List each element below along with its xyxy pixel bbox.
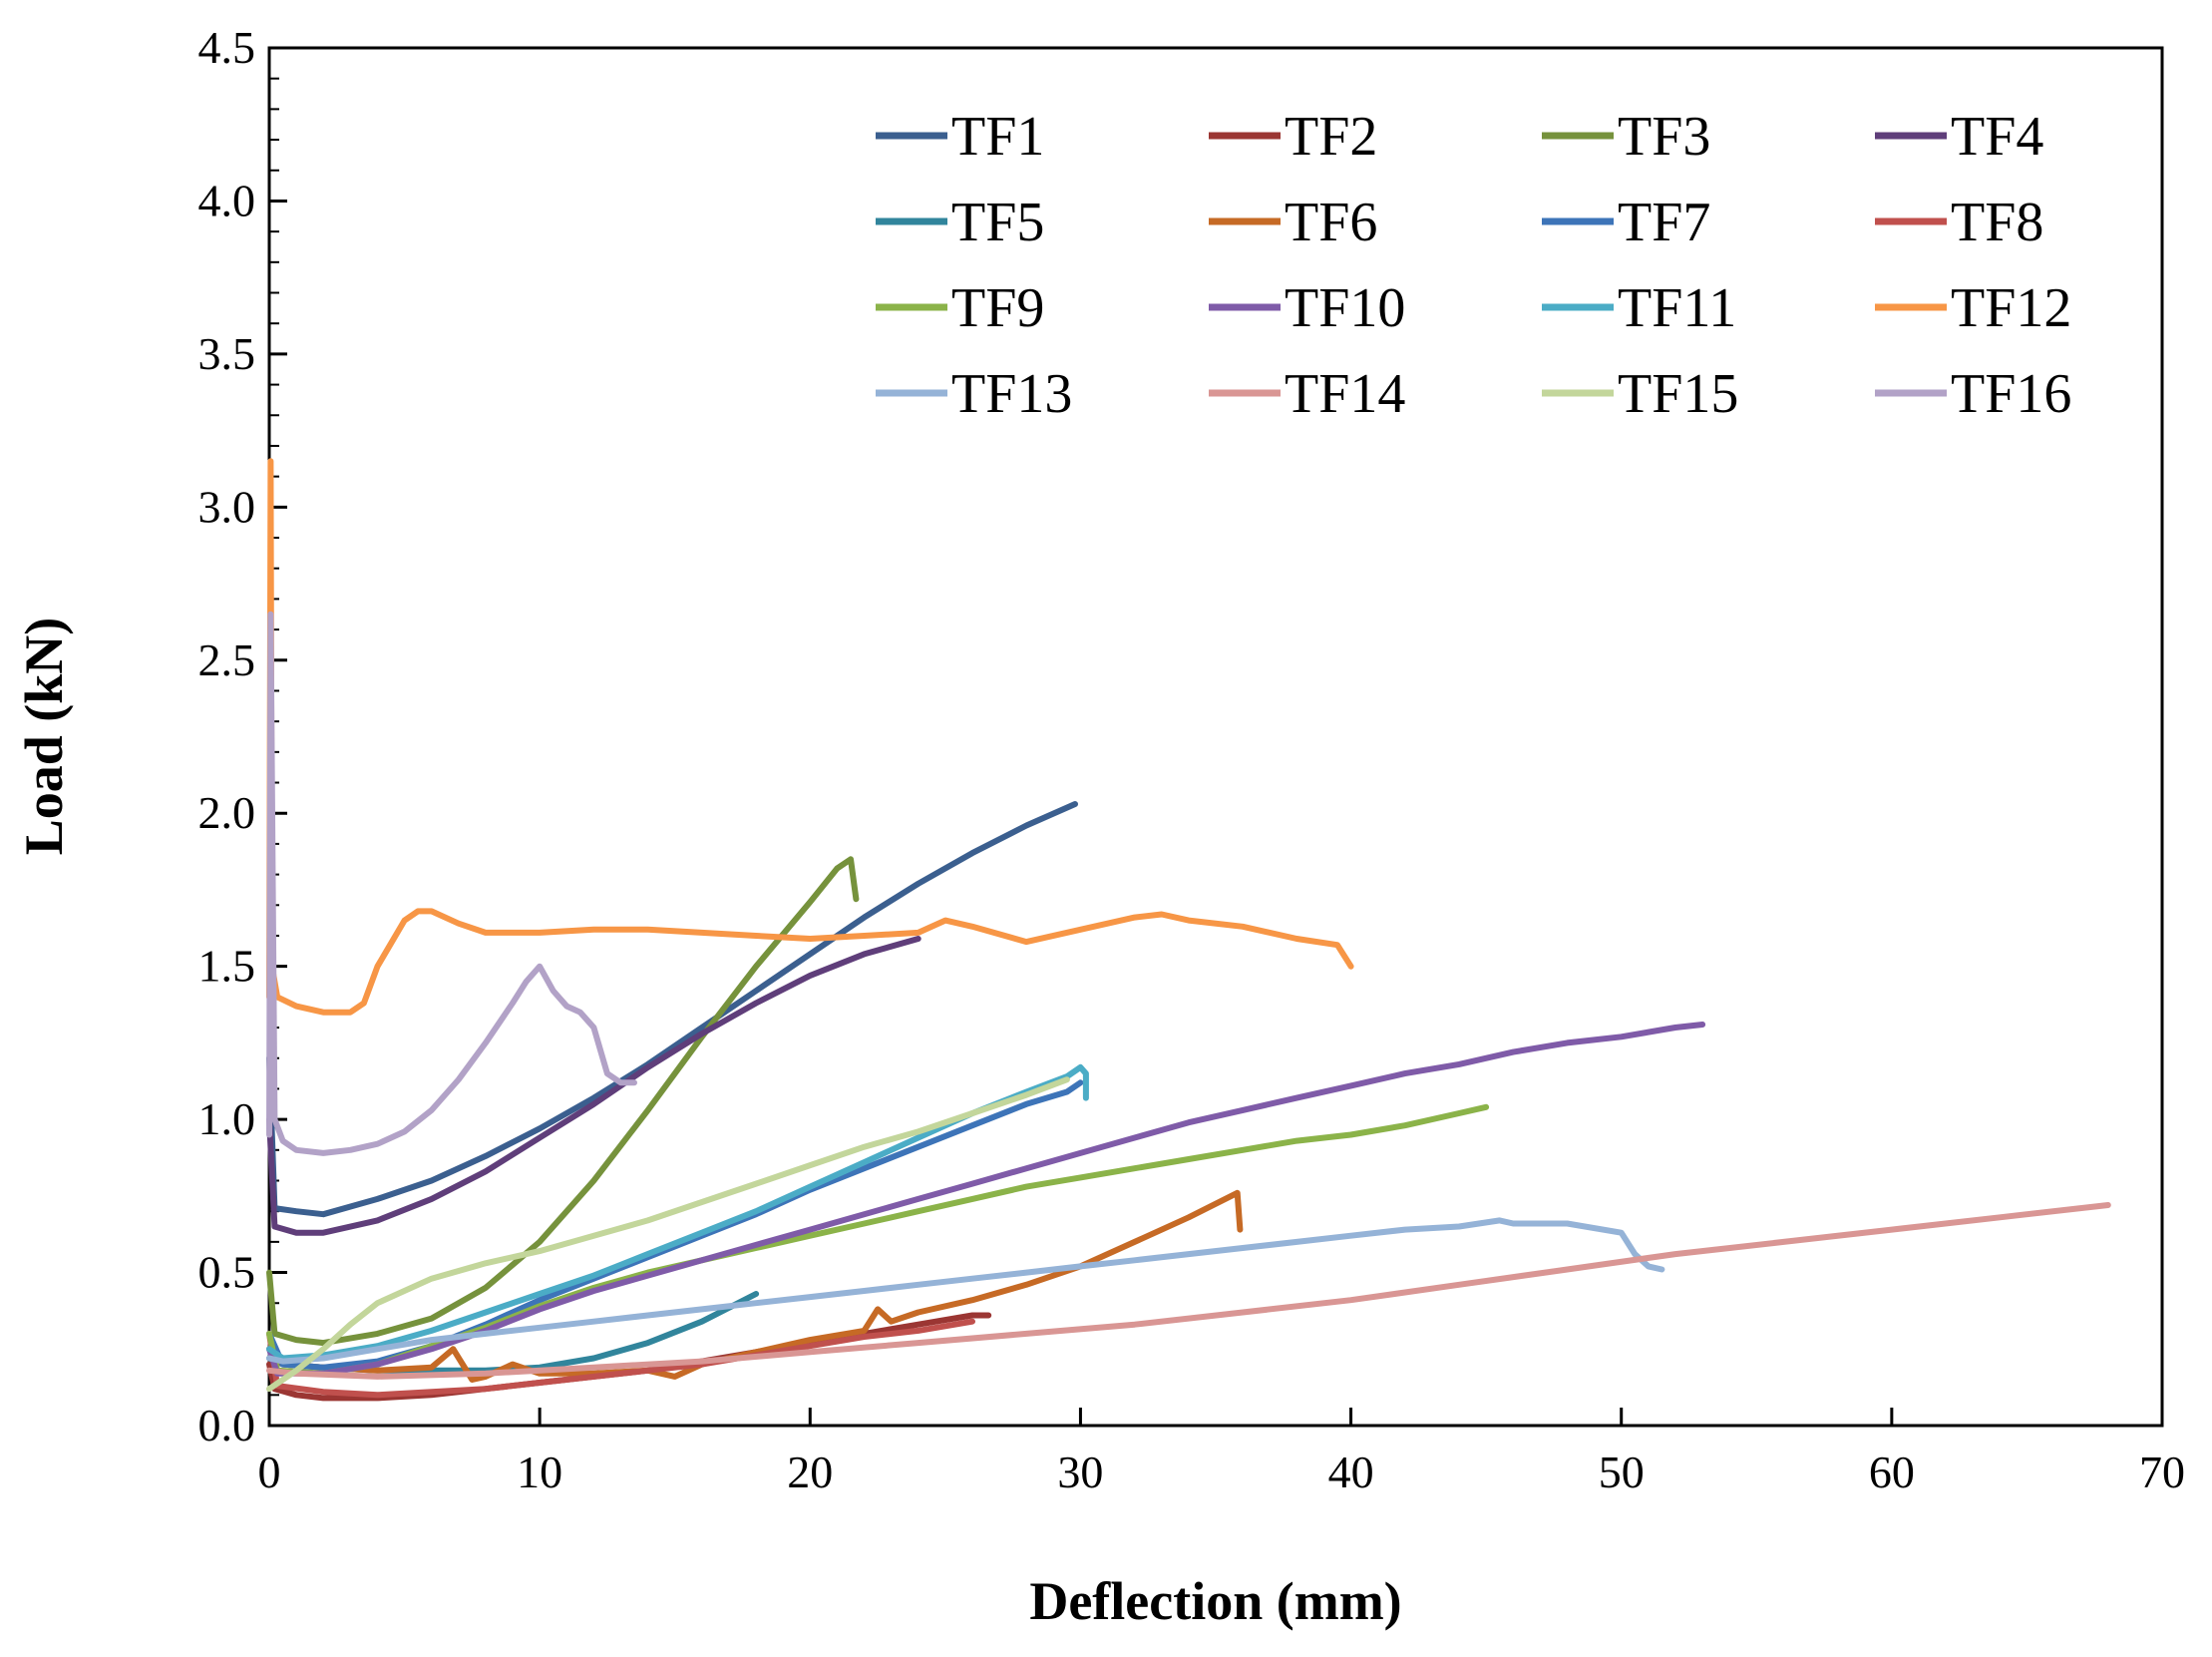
y-tick-label: 4.5 xyxy=(198,22,256,73)
x-tick-label: 30 xyxy=(1057,1447,1103,1497)
y-tick-label: 0.0 xyxy=(198,1400,256,1450)
series-line-tf3 xyxy=(266,856,860,1347)
legend-label-tf9: TF9 xyxy=(951,277,1044,339)
y-tick-label: 2.0 xyxy=(198,787,256,838)
series-line-tf16 xyxy=(266,611,637,1156)
y-axis-title: Load (kN) xyxy=(14,618,74,856)
series-line-tf8 xyxy=(266,1318,975,1399)
x-axis: 0 10 20 30 40 50 60 70 xyxy=(258,1408,2185,1497)
series-line-tf4 xyxy=(266,936,922,1236)
plot-frame xyxy=(267,46,2164,1428)
legend-label-tf13: TF13 xyxy=(951,363,1072,425)
y-tick-label: 3.5 xyxy=(198,328,256,379)
series-line-tf12 xyxy=(266,458,1354,1016)
x-tick-label: 10 xyxy=(517,1447,562,1497)
legend-label-tf5: TF5 xyxy=(951,192,1044,253)
legend-label-tf1: TF1 xyxy=(951,106,1044,168)
y-tick-label: 2.5 xyxy=(198,634,256,685)
series-line-tf13 xyxy=(266,1217,1665,1365)
y-tick-label: 3.0 xyxy=(198,481,256,532)
legend-label-tf11: TF11 xyxy=(1618,277,1736,339)
series-line-tf14 xyxy=(266,1202,2111,1380)
series-lines xyxy=(266,458,2111,1402)
y-tick-label: 4.0 xyxy=(198,175,256,225)
y-tick-label: 1.0 xyxy=(198,1093,256,1144)
legend-label-tf15: TF15 xyxy=(1618,363,1738,425)
x-tick-label: 50 xyxy=(1599,1447,1645,1497)
legend-label-tf2: TF2 xyxy=(1285,106,1377,168)
legend-label-tf16: TF16 xyxy=(1951,363,2071,425)
y-axis: 0.0 0.5 1.0 1.5 2.0 2.5 3.0 3.5 4.0 4.5 xyxy=(198,22,287,1450)
series-line-tf1 xyxy=(266,801,1078,1218)
y-tick-label: 0.5 xyxy=(198,1247,256,1298)
legend-label-tf3: TF3 xyxy=(1618,106,1710,168)
legend-label-tf4: TF4 xyxy=(1951,106,2043,168)
legend: TF1 TF2 TF3 TF4 TF5 TF6 TF7 TF8 TF9 TF10 TF11 TF12 T… xyxy=(876,106,2071,425)
legend-label-tf12: TF12 xyxy=(1951,277,2071,339)
legend-label-tf8: TF8 xyxy=(1951,192,2043,253)
legend-label-tf6: TF6 xyxy=(1285,192,1377,253)
series-line-tf15 xyxy=(266,1076,1070,1393)
legend-label-tf10: TF10 xyxy=(1285,277,1405,339)
x-tick-label: 20 xyxy=(787,1447,833,1497)
legend-label-tf7: TF7 xyxy=(1618,192,1710,253)
legend-label-tf14: TF14 xyxy=(1285,363,1405,425)
series-line-tf2 xyxy=(266,1312,992,1402)
y-tick-label: 1.5 xyxy=(198,941,256,992)
x-axis-title: Deflection (mm) xyxy=(1029,1571,1401,1631)
x-tick-label: 40 xyxy=(1328,1447,1374,1497)
x-tick-label: 70 xyxy=(2139,1447,2185,1497)
x-tick-label: 60 xyxy=(1869,1447,1915,1497)
x-tick-label: 0 xyxy=(258,1447,281,1497)
